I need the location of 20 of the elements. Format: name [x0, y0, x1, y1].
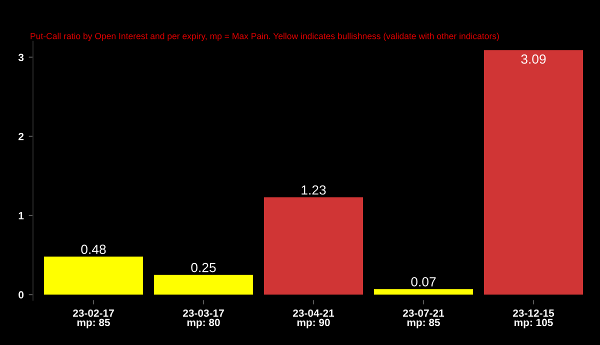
x-tick-label: 23-07-21 mp: 85 — [403, 309, 444, 328]
bar — [484, 50, 583, 295]
y-tick-label: 3 — [18, 54, 24, 62]
bar — [374, 289, 473, 295]
x-tick-label: 23-04-21 mp: 90 — [293, 309, 334, 328]
data-label: 0.07 — [411, 277, 436, 286]
data-label: 1.23 — [302, 185, 326, 195]
chart-subtitle: Put-Call ratio by Open Interest and per expiry, mp = Max Pain. Yellow indicates bullishness (validate with other indicators) — [30, 32, 499, 41]
x-tick-label: 23-12-15 mp: 105 — [513, 309, 554, 328]
bar — [154, 274, 253, 295]
x-tick-label: 23-02-17 mp: 85 — [73, 309, 114, 328]
data-label: 0.48 — [81, 244, 106, 254]
data-label: 0.25 — [191, 262, 216, 272]
y-tick-label: 0 — [18, 291, 24, 298]
bar — [264, 197, 363, 295]
bar — [44, 256, 143, 295]
x-tick-label: 23-03-17 mp: 80 — [183, 309, 224, 328]
y-tick-label: 2 — [18, 132, 24, 140]
y-tick-label: 1 — [18, 212, 24, 220]
data-label: 3.09 — [521, 54, 546, 64]
